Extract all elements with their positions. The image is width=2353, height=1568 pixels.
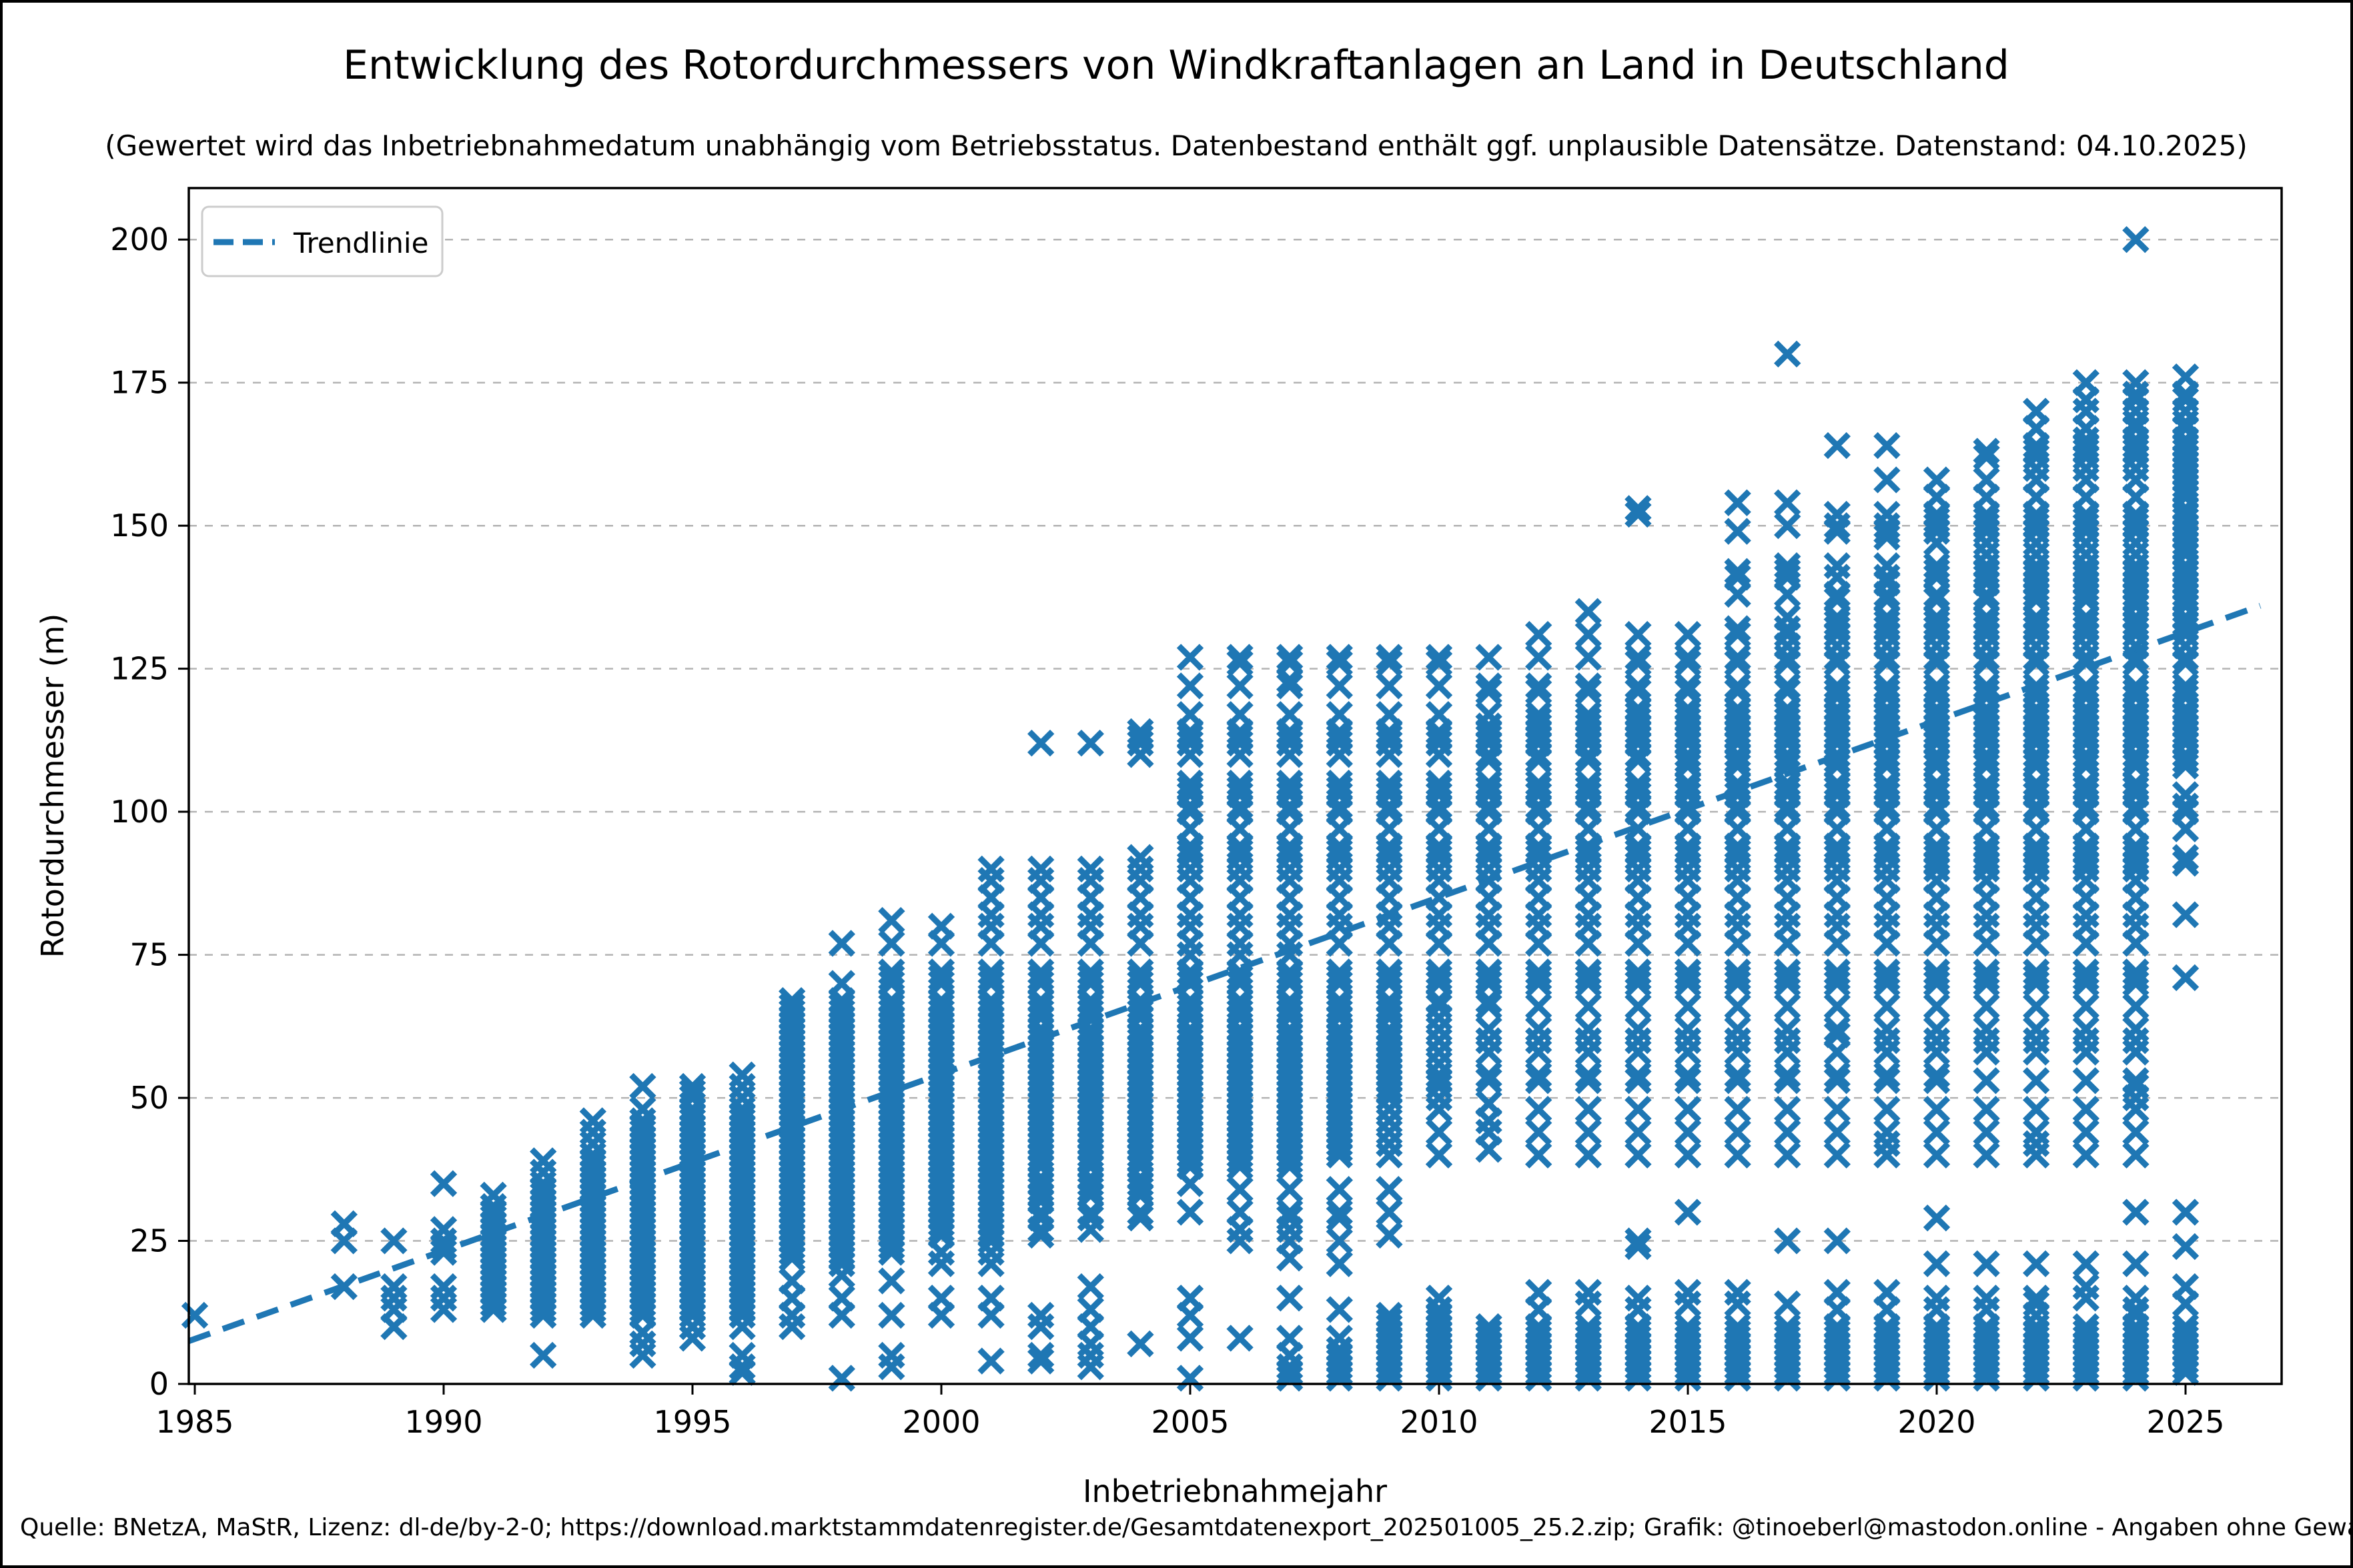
y-tick-label: 50	[129, 1080, 169, 1116]
footer-credit: Quelle: BNetzA, MaStR, Lizenz: dl-de/by-…	[20, 1514, 2353, 1541]
plot-border	[187, 187, 2283, 1385]
x-tick-label: 2020	[1897, 1404, 1975, 1440]
y-tick-label: 175	[110, 365, 169, 401]
x-tick-label: 1990	[404, 1404, 482, 1440]
chart-title: Entwicklung des Rotordurchmessers von Wi…	[343, 42, 2009, 89]
y-tick-label: 75	[129, 937, 169, 973]
scatter-series	[181, 226, 2200, 1392]
x-tick-label: 2005	[1151, 1404, 1229, 1440]
x-tick-label: 1995	[653, 1404, 731, 1440]
x-axis-ticks: 1985 1990 1995 2000 2005 2010 2015 2020 2025	[155, 1384, 2225, 1440]
y-axis-ticks: 0 25 50 75 100 125 150 175 200	[110, 221, 189, 1402]
x-axis-label: Inbetriebnahmejahr	[1083, 1473, 1387, 1509]
legend: Trendlinie	[201, 205, 444, 277]
y-tick-label: 100	[110, 794, 169, 830]
x-tick-label: 2000	[902, 1404, 980, 1440]
y-axis-label: Rotordurchmesser (m)	[35, 614, 71, 958]
scatter-points	[181, 226, 2200, 1392]
y-tick-label: 125	[110, 651, 169, 687]
x-tick-label: 2025	[2146, 1404, 2224, 1440]
x-tick-label: 2010	[1400, 1404, 1478, 1440]
y-tick-label: 200	[110, 221, 169, 257]
y-tick-label: 25	[129, 1223, 169, 1259]
x-tick-label: 2015	[1649, 1404, 1727, 1440]
y-tick-label: 0	[149, 1366, 169, 1402]
legend-box	[201, 205, 444, 277]
chart-subtitle: (Gewertet wird das Inbetriebnahmedatum u…	[105, 129, 2248, 162]
y-tick-label: 150	[110, 508, 169, 544]
x-tick-label: 1985	[155, 1404, 233, 1440]
legend-label: Trendlinie	[293, 227, 428, 259]
